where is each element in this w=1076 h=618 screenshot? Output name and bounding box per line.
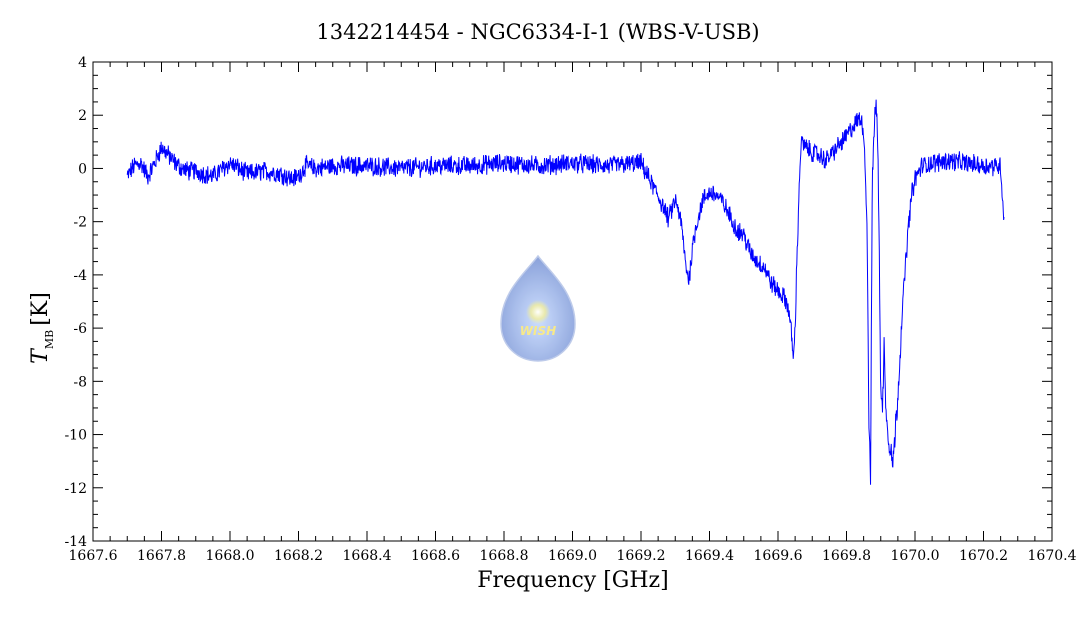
x-tick-label: 1669.4 xyxy=(685,548,734,564)
y-tick-label: -4 xyxy=(73,268,87,284)
y-tick-label: 4 xyxy=(78,55,87,71)
x-tick-label: 1669.6 xyxy=(754,548,803,564)
y-axis-label-symbol: T xyxy=(28,347,53,364)
x-tick-label: 1669.2 xyxy=(617,548,666,564)
x-tick-label: 1669.0 xyxy=(548,548,597,564)
x-tick-label: 1668.2 xyxy=(274,548,323,564)
spectrum-line xyxy=(126,99,1005,485)
x-tick-label: 1668.6 xyxy=(411,548,460,564)
x-tick-label: 1668.8 xyxy=(480,548,529,564)
wish-logo-text: WISH xyxy=(520,324,556,338)
y-axis-label-unit: [K] xyxy=(28,292,53,326)
y-tick-label: -2 xyxy=(73,215,87,231)
y-tick-label: -12 xyxy=(64,481,87,497)
series-layer xyxy=(126,99,1005,485)
x-tick-label: 1667.6 xyxy=(69,548,118,564)
x-tick-label: 1668.4 xyxy=(343,548,392,564)
y-tick-label: 2 xyxy=(78,108,87,124)
x-tick-label: 1668.0 xyxy=(206,548,255,564)
y-tick-label: 0 xyxy=(78,161,87,177)
wish-star-icon xyxy=(526,300,550,324)
x-tick-label: 1670.4 xyxy=(1028,548,1076,564)
svg-text:TMB[K]: TMB [K] xyxy=(28,292,56,364)
y-axis-label-subscript: MB xyxy=(43,330,56,349)
chart-title: 1342214454 - NGC6334-I-1 (WBS-V-USB) xyxy=(316,20,759,44)
plot-frame xyxy=(92,61,1053,542)
x-tick-label: 1670.2 xyxy=(959,548,1008,564)
y-tick-label: -10 xyxy=(64,428,87,444)
y-tick-label: -8 xyxy=(73,374,87,390)
x-axis: 1667.6 1667.8 1668.0 1668.2 1668.4 1668.6 1668… xyxy=(69,62,1076,564)
wish-logo: WISH xyxy=(500,254,576,362)
x-axis-label: Frequency [GHz] xyxy=(477,568,669,593)
x-tick-label: 1667.8 xyxy=(137,548,186,564)
y-tick-label: -6 xyxy=(73,321,87,337)
y-axis-label: TMB [K] xyxy=(28,292,56,364)
y-tick-label: -14 xyxy=(64,534,87,550)
plot-border xyxy=(92,61,1053,542)
y-axis: -14 -12 -10 -8 -6 -4 -2 0 2 4 xyxy=(64,55,1052,550)
x-tick-label: 1670.0 xyxy=(891,548,940,564)
x-tick-label: 1669.8 xyxy=(822,548,871,564)
